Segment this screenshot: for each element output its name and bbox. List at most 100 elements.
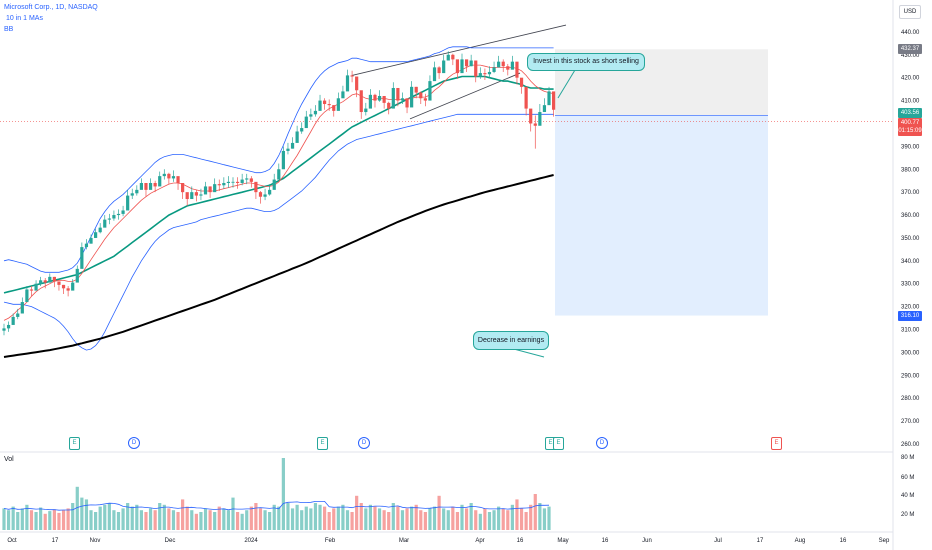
x-tick-label: Dec [165, 538, 176, 544]
candle-body [181, 182, 185, 193]
dividend-event-icon[interactable]: D [128, 437, 140, 449]
volume-bar [107, 503, 111, 530]
candle-body [529, 108, 533, 124]
candle-body [52, 276, 56, 282]
volume-bar [309, 508, 313, 530]
volume-bar [382, 510, 386, 530]
candle-body [213, 184, 217, 193]
candle-body [153, 182, 157, 187]
candle-body [524, 86, 528, 109]
volume-bar [432, 506, 437, 530]
volume-bar [66, 508, 70, 530]
candle-body [460, 59, 464, 74]
currency-button[interactable]: USD [899, 5, 921, 19]
volume-bar [11, 506, 15, 530]
volume-bar [6, 510, 11, 530]
volume-bar [135, 504, 139, 530]
volume-bar [185, 506, 189, 530]
volume-bar [29, 510, 34, 530]
earnings-event-icon[interactable]: E [317, 437, 328, 450]
candle-body [226, 181, 231, 183]
earnings-callout[interactable]: Decrease in earnings [473, 331, 549, 350]
volume-bar [148, 508, 153, 530]
axes: 260.00 270.00 280.00 290.00 300.00 310.00 320.… [7, 30, 920, 544]
candle-body [492, 67, 496, 72]
volume-bar [158, 503, 162, 530]
candle-body [148, 182, 153, 190]
volume-bar [61, 510, 66, 530]
candle-body [410, 86, 414, 108]
volume-bar [222, 508, 226, 530]
x-tick-label: 2024 [244, 538, 258, 544]
volume-bar [130, 506, 134, 530]
candle-body [217, 184, 221, 186]
volume-bar [524, 512, 528, 530]
dividend-event-icon[interactable]: D [358, 437, 370, 449]
volume-bar [116, 512, 121, 530]
bb-legend[interactable]: BB [4, 26, 14, 33]
trendline [409, 72, 521, 120]
volume-bar [181, 499, 185, 530]
volume-bar [98, 506, 102, 530]
volume-bar [272, 504, 276, 530]
candle-body [2, 328, 6, 331]
volume-bar [16, 512, 20, 530]
candle-body [258, 192, 263, 197]
volume-bar [391, 503, 395, 530]
candle-body [446, 54, 450, 61]
y-tick-label: 390.00 [901, 144, 920, 150]
volume-bar [419, 510, 423, 530]
x-tick-label: 17 [757, 538, 764, 544]
volume-bar [506, 510, 510, 530]
volume-bar [529, 504, 533, 530]
candle-body [185, 192, 189, 200]
candle-body [190, 192, 194, 200]
candle-body [423, 98, 427, 101]
candle-body [432, 67, 437, 82]
candle-body [89, 237, 93, 244]
candle-body [249, 178, 253, 182]
volume-bar [281, 458, 285, 530]
candle-body [300, 128, 304, 132]
candle-body [350, 75, 354, 77]
earnings-event-icon[interactable]: E [69, 437, 80, 450]
volume-bar [327, 512, 331, 530]
candle-body [80, 247, 84, 269]
ma-mid-line [3, 75, 554, 294]
candle-body [286, 148, 290, 151]
candle-body [332, 105, 336, 111]
volume-bar [451, 506, 455, 530]
ma-legend[interactable]: 10 in 1 MAs [6, 15, 43, 22]
volume-label: Vol [4, 456, 14, 463]
candle-body [309, 114, 313, 117]
candle-body [336, 98, 340, 111]
candle-body [6, 324, 11, 329]
candle-body [428, 81, 432, 101]
candle-body [547, 91, 551, 106]
volume-bar [190, 510, 194, 530]
candle-body [75, 268, 79, 283]
candle-body [130, 193, 134, 196]
x-tick-label: 17 [52, 538, 59, 544]
candle-body [442, 60, 446, 74]
moving-averages [3, 64, 554, 358]
dividend-event-icon[interactable]: D [596, 437, 608, 449]
short-selling-callout[interactable]: Invest in this stock as short selling [527, 53, 645, 71]
x-tick-label: Jun [642, 538, 652, 544]
volume-bar [153, 510, 157, 530]
y-tick-label: 430.00 [901, 53, 920, 59]
volume-bar [103, 504, 107, 530]
candle-body [235, 181, 240, 183]
volume-bar [217, 506, 221, 530]
volume-bar [487, 512, 492, 530]
chart-title: Microsoft Corp., 1D, NASDAQ [4, 4, 98, 11]
earnings-event-icon[interactable]: E [553, 437, 564, 450]
candle-body [355, 76, 359, 91]
candle-body [327, 104, 331, 106]
candle-body [25, 289, 29, 303]
volume-bar [245, 510, 249, 530]
candle-body [240, 179, 244, 183]
earnings-event-icon[interactable]: E [771, 437, 782, 450]
candle-body [48, 276, 52, 283]
